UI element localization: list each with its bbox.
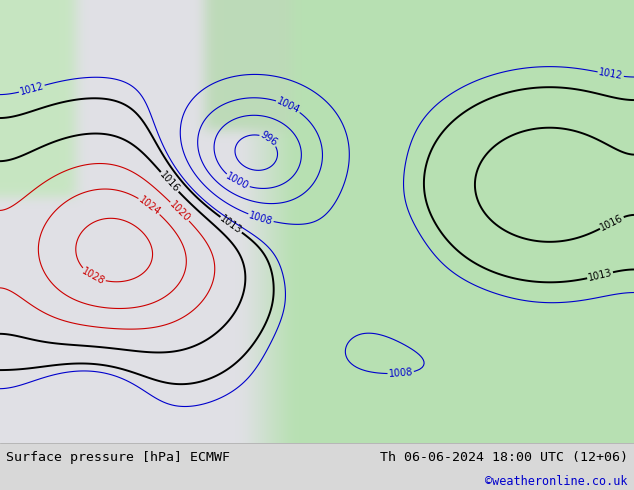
Text: 1028: 1028 — [80, 266, 107, 287]
Text: 1016: 1016 — [158, 170, 181, 195]
Text: 1016: 1016 — [598, 213, 625, 233]
Text: 1024: 1024 — [136, 195, 162, 218]
Text: 1008: 1008 — [388, 368, 413, 379]
Text: 996: 996 — [259, 130, 279, 148]
Text: 1013: 1013 — [587, 268, 613, 283]
Text: 1008: 1008 — [248, 210, 274, 226]
Text: 1020: 1020 — [167, 199, 192, 224]
Text: ©weatheronline.co.uk: ©weatheronline.co.uk — [485, 475, 628, 488]
Text: 1012: 1012 — [18, 81, 45, 97]
Text: Surface pressure [hPa] ECMWF: Surface pressure [hPa] ECMWF — [6, 451, 230, 464]
Text: 1004: 1004 — [275, 96, 302, 116]
Text: Th 06-06-2024 18:00 UTC (12+06): Th 06-06-2024 18:00 UTC (12+06) — [380, 451, 628, 464]
Text: 1013: 1013 — [218, 214, 244, 236]
Text: 1000: 1000 — [224, 172, 250, 192]
Text: 1012: 1012 — [598, 68, 624, 81]
